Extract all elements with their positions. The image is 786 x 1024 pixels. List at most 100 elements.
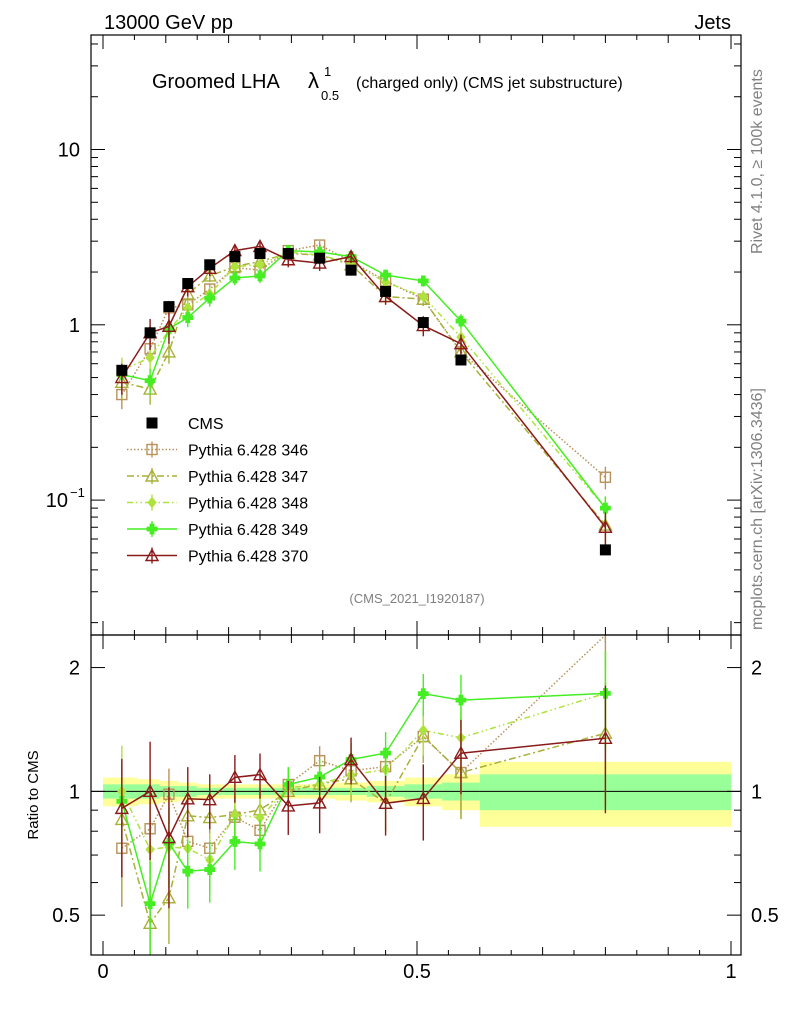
cms-data-point xyxy=(455,354,467,366)
main-point xyxy=(418,290,428,303)
ratio-point xyxy=(455,694,467,706)
ratio-y-tick-label-right: 1 xyxy=(751,781,762,803)
main-y-tick-label: 10 xyxy=(58,140,80,162)
ratio-point xyxy=(202,792,217,806)
ratio-point xyxy=(312,795,327,809)
main-point xyxy=(182,312,194,323)
cms-data-point xyxy=(345,264,357,276)
main-line-s370 xyxy=(121,245,606,528)
x-tick-label: 0 xyxy=(97,961,108,983)
cms-data-point xyxy=(599,544,611,556)
ratio-point xyxy=(417,688,429,700)
main-point xyxy=(599,471,612,483)
cms-data-point xyxy=(254,248,266,260)
ratio-point xyxy=(204,864,216,875)
main-point xyxy=(453,336,469,350)
plot-frames xyxy=(90,34,742,956)
ratio-point xyxy=(378,795,393,809)
ratio-point xyxy=(416,790,431,805)
title-superscript: 1 xyxy=(324,64,331,79)
legend-marker xyxy=(144,548,160,562)
cms-data-point xyxy=(282,248,294,260)
analysis-id: (CMS_2021_I1920187) xyxy=(349,591,484,606)
ratio-axis-label: Ratio to CMS xyxy=(25,750,42,839)
cms-data-point xyxy=(163,301,175,313)
legend-label: Pythia 6.428 349 xyxy=(188,522,308,539)
legend-label: Pythia 6.428 347 xyxy=(188,469,308,486)
ratio-point xyxy=(182,865,194,877)
plot-title: Groomed LHA λ 1 0.5 (charged only) (CMS … xyxy=(152,64,623,103)
main-point xyxy=(600,502,611,514)
ratio-point xyxy=(227,769,243,784)
ratio-point xyxy=(180,791,195,805)
main-point xyxy=(417,275,429,287)
series-cms xyxy=(116,248,611,556)
legend-entry: Pythia 6.428 347 xyxy=(127,468,308,486)
ratio-y-tick-label-left: 0.5 xyxy=(52,905,80,927)
legend-marker xyxy=(146,443,158,456)
ratio-point xyxy=(598,730,613,744)
main-point xyxy=(144,375,156,387)
cms-data-point xyxy=(380,285,392,297)
main-point xyxy=(145,351,155,364)
legend-label: Pythia 6.428 348 xyxy=(188,496,308,513)
ratio-panel-frame xyxy=(90,634,742,956)
rivet-version: Rivet 4.1.0, ≥ 100k events xyxy=(749,69,766,254)
main-point xyxy=(281,252,296,266)
ratio-point xyxy=(453,745,469,759)
x-tick-label: 0.5 xyxy=(403,961,431,983)
legend-marker xyxy=(146,523,158,535)
legend-entry: Pythia 6.428 348 xyxy=(127,494,308,513)
legend-label: Pythia 6.428 346 xyxy=(188,443,308,460)
data-marks xyxy=(114,238,613,955)
main-point xyxy=(229,272,241,284)
main-point xyxy=(204,292,216,304)
cms-data-point xyxy=(116,364,128,376)
ratio-line-s349 xyxy=(121,692,606,907)
cms-data-point xyxy=(204,259,216,271)
cms-data-point xyxy=(229,251,241,263)
ratio-point xyxy=(281,798,296,812)
main-point xyxy=(114,370,130,384)
ratio-point xyxy=(114,800,130,815)
mcplots-credit: mcplots.cern.ch [arXiv:1306.3436] xyxy=(749,388,766,630)
title-main: Groomed LHA xyxy=(152,71,280,93)
cms-data-point xyxy=(314,252,326,264)
main-point xyxy=(161,318,177,333)
ratio-point xyxy=(144,898,156,910)
ratio-point xyxy=(142,783,158,798)
main-point xyxy=(598,519,613,533)
main-point xyxy=(161,344,177,358)
ratio-y-tick-label-right: 2 xyxy=(751,658,762,680)
legend-marker xyxy=(146,417,158,429)
main-panel-frame xyxy=(90,34,742,636)
legend-entry: Pythia 6.428 349 xyxy=(127,521,308,539)
x-tick-label: 1 xyxy=(725,961,736,983)
main-line-s347 xyxy=(121,252,606,526)
main-y-tick-label: 10 xyxy=(46,490,68,512)
legend-marker xyxy=(147,496,157,509)
main-y-tick-exponent: −1 xyxy=(70,485,85,500)
legend-entry: Pythia 6.428 346 xyxy=(127,441,308,460)
cms-data-point xyxy=(417,317,429,329)
legend-label: Pythia 6.428 370 xyxy=(188,549,308,566)
cms-data-point xyxy=(182,278,194,290)
main-point xyxy=(380,269,391,281)
legend: CMS Pythia 6.428 346 Pythia 6.428 347 Pythi… xyxy=(127,416,308,566)
main-point xyxy=(343,249,359,263)
ratio-point xyxy=(343,752,359,766)
ratio-y-tick-label-right: 0.5 xyxy=(751,905,779,927)
ratio-point xyxy=(418,724,428,737)
ratio-line-s347 xyxy=(121,732,606,925)
ratio-point xyxy=(254,838,266,850)
cms-data-point xyxy=(144,327,156,339)
main-y-tick-label: 1 xyxy=(69,315,80,337)
legend-label: CMS xyxy=(188,416,224,433)
main-point xyxy=(455,315,467,327)
legend-entry: CMS xyxy=(146,416,224,433)
ratio-point xyxy=(161,830,177,844)
header-jets: Jets xyxy=(694,12,731,34)
title-rest: (charged only) (CMS jet substructure) xyxy=(356,75,623,92)
